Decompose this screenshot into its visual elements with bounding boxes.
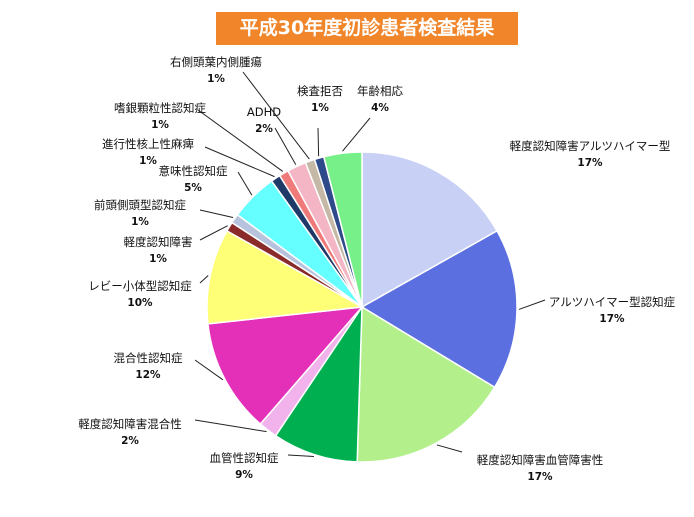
slice-lewy xyxy=(206,229,365,325)
slice-mci-mixed-percent: 2% xyxy=(121,435,139,447)
chart-title: 平成30年度初診患者検査結果 xyxy=(216,12,518,45)
slice-alzheimer-leader-line xyxy=(518,299,546,310)
slice-ftd-percent: 1% xyxy=(131,216,149,228)
slice-mci-vascular xyxy=(356,305,496,463)
slice-vascular-leader-line xyxy=(287,454,314,457)
slice-psp-label: 進行性核上性麻痺 xyxy=(102,137,194,151)
slice-mci-mixed-leader-line xyxy=(194,419,267,433)
slice-mixed-percent: 12% xyxy=(135,369,161,381)
slice-semantic-label: 意味性認知症 xyxy=(159,164,228,178)
slice-mci-leader-line xyxy=(199,225,228,241)
slice-semantic-leader-line xyxy=(237,171,253,196)
slice-temporal-tumor-label: 右側頭葉内側腫瘍 xyxy=(170,55,262,69)
slice-agd-percent: 1% xyxy=(151,119,169,131)
slice-lewy-percent: 10% xyxy=(127,297,153,309)
slice-mixed-leader-line xyxy=(194,359,224,381)
slice-alzheimer-label: アルツハイマー型認知症 xyxy=(549,295,676,309)
slice-psp-percent: 1% xyxy=(139,155,157,167)
slice-ftd-leader-line xyxy=(199,209,234,218)
slice-alzheimer-percent: 17% xyxy=(599,313,625,325)
slice-mixed xyxy=(207,306,364,426)
slice-mci-percent: 1% xyxy=(149,253,167,265)
slice-vascular-percent: 9% xyxy=(235,469,253,481)
slice-vascular-label: 血管性認知症 xyxy=(210,451,279,465)
slice-mci-mixed-label: 軽度認知障害混合性 xyxy=(78,417,182,431)
slice-mci-vascular-percent: 17% xyxy=(527,471,553,483)
slice-refused-label: 検査拒否 xyxy=(297,84,343,98)
slice-alzheimer xyxy=(360,229,518,389)
slice-agd-leader-line xyxy=(197,109,284,172)
slice-mixed-label: 混合性認知症 xyxy=(114,351,183,365)
slice-mci-alzheimer-label: 軽度認知障害アルツハイマー型 xyxy=(510,139,671,153)
slice-age-appropriate-leader-line xyxy=(342,117,371,152)
slice-refused-leader-line xyxy=(317,127,320,157)
slice-mci-alzheimer-percent: 17% xyxy=(577,157,603,169)
slice-psp-leader-line xyxy=(204,146,275,178)
slice-mci-vascular-label: 軽度認知障害血管障害性 xyxy=(477,453,604,467)
slice-temporal-tumor-percent: 1% xyxy=(207,73,225,85)
slice-temporal-tumor-leader-line xyxy=(242,71,310,160)
slice-adhd-leader-line xyxy=(274,127,297,165)
slice-age-appropriate-label: 年齢相応 xyxy=(357,84,403,98)
slice-lewy-label: レビー小体型認知症 xyxy=(88,279,192,293)
slice-mci-label: 軽度認知障害 xyxy=(124,235,193,249)
slice-adhd-percent: 2% xyxy=(255,123,273,135)
slice-ftd-label: 前頭側頭型認知症 xyxy=(94,198,186,212)
slice-adhd-label: ADHD xyxy=(247,105,281,119)
slice-refused-percent: 1% xyxy=(311,102,329,114)
slice-age-appropriate xyxy=(322,151,363,308)
slice-lewy-leader-line xyxy=(199,275,209,284)
slice-age-appropriate-percent: 4% xyxy=(371,102,389,114)
slice-semantic-percent: 5% xyxy=(184,182,202,194)
slice-mci-alzheimer xyxy=(361,151,499,309)
slice-mci-vascular-leader-line xyxy=(436,444,463,453)
slice-vascular xyxy=(274,304,363,463)
slice-agd-label: 嗜銀顆粒性認知症 xyxy=(114,101,206,115)
